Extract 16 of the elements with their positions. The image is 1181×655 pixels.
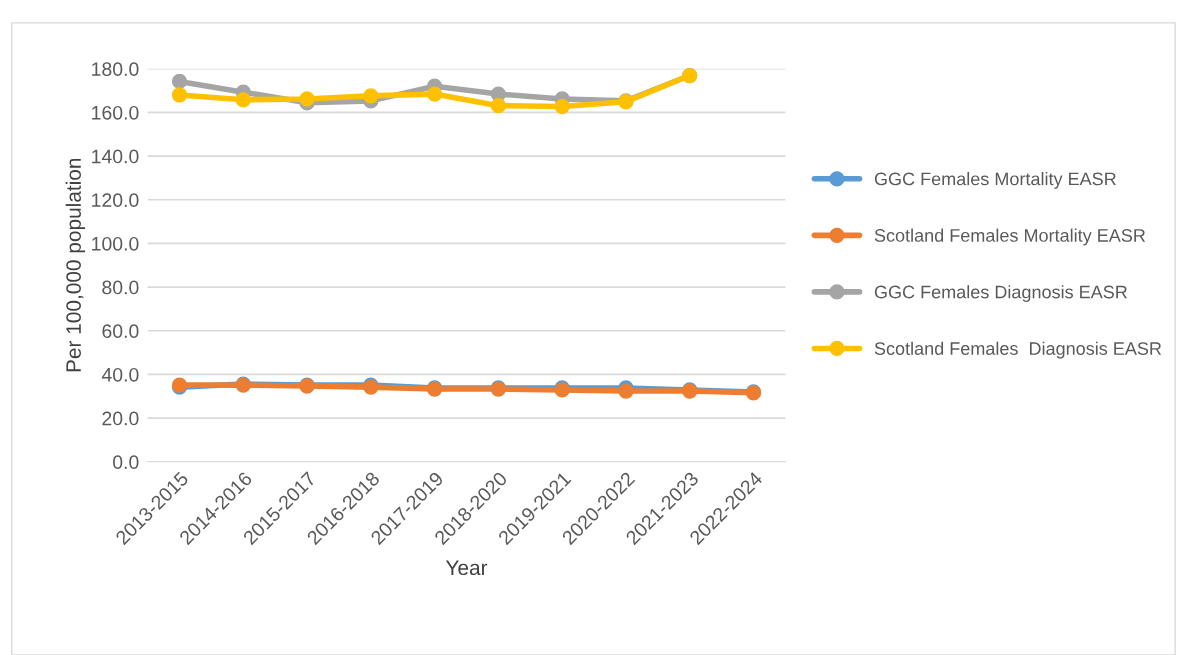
legend-label: Scotland Females Diagnosis EASR [874,341,1162,359]
y-tick-label: 0.0 [113,455,139,470]
y-axis-title: Per 100,000 population [65,158,86,372]
y-tick-label: 20.0 [102,411,139,426]
y-tick-label: 100.0 [92,236,139,251]
y-tick-label: 180.0 [92,62,139,77]
y-tick-label: 120.0 [92,193,139,208]
legend-label: GGC Females Mortality EASR [874,172,1116,189]
x-axis-title: Year [445,560,488,576]
y-tick-label: 140.0 [92,149,139,164]
y-tick-label: 160.0 [92,105,139,120]
legend-label: GGC Females Diagnosis EASR [874,285,1127,302]
y-tick-label: 80.0 [102,280,139,295]
y-tick-label: 40.0 [101,367,139,382]
legend-label: Scotland Females Mortality EASR [874,228,1146,246]
y-tick-label: 60.0 [102,324,139,339]
